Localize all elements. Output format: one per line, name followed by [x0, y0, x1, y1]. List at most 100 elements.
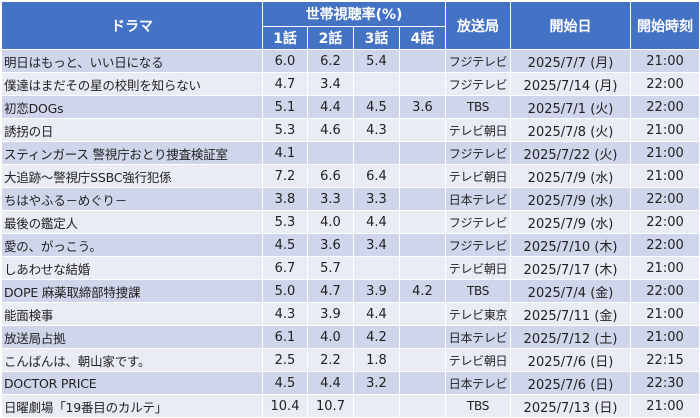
rating-episode-1: 4.5 — [262, 233, 308, 257]
rating-episode-3 — [353, 141, 400, 165]
start-time: 22:15 — [630, 348, 700, 372]
start-time: 21:00 — [630, 118, 700, 142]
table-row: 最後の鑑定人 5.3 4.0 4.4 フジテレビ 2025/7/9 (水) 22:00 — [1, 210, 700, 234]
header-episode-4: 4話 — [398, 26, 447, 50]
table-row: 明日はもっと、いい日になる 6.0 6.2 5.4 フジテレビ 2025/7/7 (月) 2… — [1, 49, 700, 73]
network: TBS — [445, 279, 512, 303]
start-date: 2025/7/12 (土) — [510, 325, 632, 349]
rating-episode-1: 6.0 — [262, 49, 308, 73]
rating-episode-4 — [398, 164, 447, 188]
start-time: 21:00 — [630, 256, 700, 280]
rating-episode-3: 4.2 — [353, 325, 400, 349]
rating-episode-3: 1.8 — [353, 348, 400, 372]
start-time: 21:00 — [630, 164, 700, 188]
start-date: 2025/7/9 (水) — [510, 187, 632, 211]
start-time: 21:00 — [630, 49, 700, 73]
drama-title: 明日はもっと、いい日になる — [1, 49, 263, 73]
rating-episode-4 — [398, 141, 447, 165]
rating-episode-2: 5.7 — [307, 256, 354, 280]
start-time: 21:00 — [630, 302, 700, 326]
start-time: 22:00 — [630, 187, 700, 211]
rating-episode-3 — [353, 72, 400, 96]
network: 日本テレビ — [445, 371, 512, 395]
start-date: 2025/7/7 (月) — [510, 49, 632, 73]
network: フジテレビ — [445, 210, 512, 234]
header-episode-1: 1話 — [262, 26, 308, 50]
start-time: 21:00 — [630, 394, 700, 418]
rating-episode-2: 4.4 — [307, 371, 354, 395]
header-network: 放送局 — [445, 1, 512, 50]
rating-episode-1: 3.8 — [262, 187, 308, 211]
rating-episode-1: 6.1 — [262, 325, 308, 349]
start-date: 2025/7/9 (水) — [510, 164, 632, 188]
table-row: 僕達はまだその星の校則を知らない 4.7 3.4 フジテレビ 2025/7/14 (月)… — [1, 72, 700, 96]
start-date: 2025/7/6 (日) — [510, 371, 632, 395]
network: テレビ朝日 — [445, 164, 512, 188]
rating-episode-2: 6.6 — [307, 164, 354, 188]
rating-episode-2: 4.7 — [307, 279, 354, 303]
rating-episode-3: 4.4 — [353, 302, 400, 326]
network: TBS — [445, 95, 512, 119]
drama-title: 最後の鑑定人 — [1, 210, 263, 234]
start-date: 2025/7/13 (日) — [510, 394, 632, 418]
rating-episode-1: 4.3 — [262, 302, 308, 326]
table-header: ドラマ 世帯視聴率(%) 放送局 開始日 開始時刻 1話 2話 3話 4話 — [1, 1, 700, 50]
rating-episode-2: 4.0 — [307, 325, 354, 349]
table-row: 誘拐の日 5.3 4.6 4.3 テレビ朝日 2025/7/8 (火) 21:00 — [1, 118, 700, 142]
rating-episode-4 — [398, 233, 447, 257]
start-time: 22:00 — [630, 233, 700, 257]
header-start-date: 開始日 — [510, 1, 632, 50]
network: フジテレビ — [445, 141, 512, 165]
rating-episode-3: 3.9 — [353, 279, 400, 303]
rating-episode-3: 3.3 — [353, 187, 400, 211]
start-date: 2025/7/17 (木) — [510, 256, 632, 280]
rating-episode-1: 4.5 — [262, 371, 308, 395]
network: フジテレビ — [445, 233, 512, 257]
header-ratings-group: 世帯視聴率(%) — [261, 1, 447, 27]
start-time: 21:00 — [630, 141, 700, 165]
rating-episode-3: 6.4 — [353, 164, 400, 188]
start-date: 2025/7/10 (木) — [510, 233, 632, 257]
header-episode-3: 3話 — [353, 26, 400, 50]
rating-episode-1: 5.0 — [262, 279, 308, 303]
drama-title: ちはやふる－めぐり－ — [1, 187, 263, 211]
rating-episode-2: 3.6 — [307, 233, 354, 257]
network: テレビ朝日 — [445, 118, 512, 142]
start-date: 2025/7/8 (火) — [510, 118, 632, 142]
rating-episode-3: 4.5 — [353, 95, 400, 119]
rating-episode-4 — [398, 72, 447, 96]
drama-title: DOCTOR PRICE — [1, 371, 263, 395]
rating-episode-4 — [398, 256, 447, 280]
rating-episode-3: 4.4 — [353, 210, 400, 234]
table-row: スティンガース 警視庁おとり捜査検証室 4.1 フジテレビ 2025/7/22 (火)… — [1, 141, 700, 165]
network: フジテレビ — [445, 72, 512, 96]
rating-episode-2: 10.7 — [307, 394, 354, 418]
start-date: 2025/7/6 (日) — [510, 348, 632, 372]
start-date: 2025/7/22 (火) — [510, 141, 632, 165]
drama-title: 初恋DOGs — [1, 95, 263, 119]
start-date: 2025/7/1 (火) — [510, 95, 632, 119]
table-row: 初恋DOGs 5.1 4.4 4.5 3.6 TBS 2025/7/1 (火) 22:00 — [1, 95, 700, 119]
rating-episode-4 — [398, 348, 447, 372]
rating-episode-2: 2.2 — [307, 348, 354, 372]
network: テレビ朝日 — [445, 348, 512, 372]
rating-episode-2: 3.9 — [307, 302, 354, 326]
rating-episode-1: 5.3 — [262, 118, 308, 142]
rating-episode-4 — [398, 371, 447, 395]
start-date: 2025/7/11 (金) — [510, 302, 632, 326]
rating-episode-3: 3.4 — [353, 233, 400, 257]
drama-title: 放送局占拠 — [1, 325, 263, 349]
rating-episode-2: 4.0 — [307, 210, 354, 234]
rating-episode-4 — [398, 118, 447, 142]
start-date: 2025/7/4 (金) — [510, 279, 632, 303]
drama-title: スティンガース 警視庁おとり捜査検証室 — [1, 141, 263, 165]
table-body: 明日はもっと、いい日になる 6.0 6.2 5.4 フジテレビ 2025/7/7 (月) 2… — [1, 49, 700, 418]
rating-episode-4 — [398, 302, 447, 326]
rating-episode-1: 4.7 — [262, 72, 308, 96]
rating-episode-2: 4.6 — [307, 118, 354, 142]
table-row: ちはやふる－めぐり－ 3.8 3.3 3.3 日本テレビ 2025/7/9 (水) 22:0… — [1, 187, 700, 211]
header-episode-2: 2話 — [307, 26, 354, 50]
rating-episode-3: 5.4 — [353, 49, 400, 73]
drama-title: 能面検事 — [1, 302, 263, 326]
network: 日本テレビ — [445, 325, 512, 349]
